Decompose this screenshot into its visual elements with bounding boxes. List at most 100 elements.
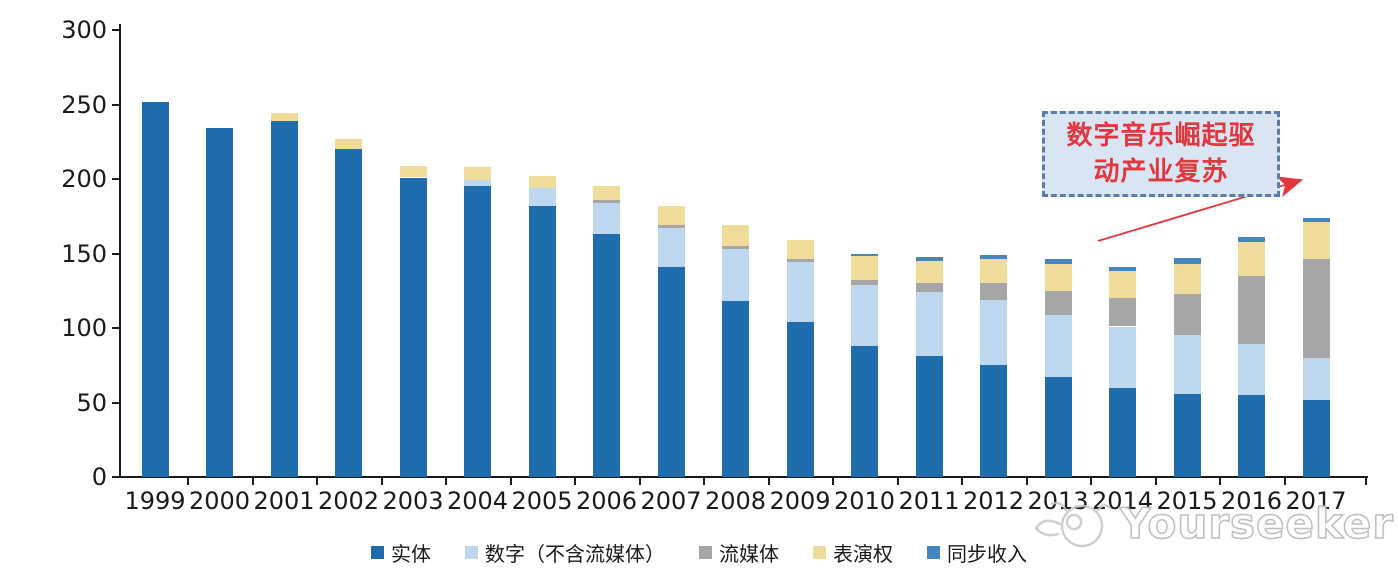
- x-axis-label: 2003: [382, 487, 444, 515]
- y-tick-mark: [112, 252, 120, 255]
- legend: 实体 数字（不含流媒体） 流媒体 表演权 同步收入: [0, 538, 1398, 567]
- y-tick-mark: [112, 103, 120, 106]
- legend-label: 流媒体: [719, 542, 779, 566]
- bar-segment: [593, 234, 620, 477]
- bar-segment: [464, 167, 491, 181]
- x-axis-label: 2005: [511, 487, 573, 515]
- bar-segment: [851, 280, 878, 285]
- x-tick-mark: [187, 478, 190, 485]
- bar-segment: [1302, 259, 1330, 358]
- x-axis-label: 2007: [640, 487, 702, 515]
- bar-segment: [1173, 263, 1201, 294]
- annotation-line-2: 动产业复苏: [1093, 157, 1229, 187]
- x-tick-mark: [251, 478, 254, 485]
- bar-segment: [722, 301, 749, 477]
- legend-item: 实体: [371, 538, 431, 567]
- bar-segment: [1302, 222, 1330, 260]
- x-axis-label: 2000: [188, 487, 251, 515]
- bar-segment: [270, 113, 298, 121]
- bar-segment: [270, 120, 298, 477]
- legend-label: 数字（不含流媒体）: [485, 542, 665, 566]
- x-tick-mark: [961, 478, 964, 485]
- legend-swatch: [813, 546, 826, 559]
- yourseeker-logo-icon: [1034, 501, 1112, 548]
- bar-segment: [1044, 290, 1072, 315]
- x-axis-label: 1999: [124, 487, 186, 515]
- bar-segment: [657, 225, 685, 229]
- bar-segment: [399, 165, 427, 178]
- x-tick-mark: [638, 478, 641, 485]
- legend-swatch: [699, 546, 712, 559]
- bar-segment: [1302, 218, 1330, 223]
- bar-segment: [915, 283, 943, 293]
- y-tick-mark: [112, 476, 120, 478]
- bar-segment: [1044, 314, 1072, 378]
- legend-label: 同步收入: [947, 542, 1027, 566]
- legend-item: 数字（不含流媒体）: [465, 538, 665, 567]
- x-axis-label: 2013: [1027, 487, 1089, 515]
- bar-segment: [915, 260, 943, 284]
- bar-segment: [915, 292, 943, 357]
- bar-segment: [786, 240, 814, 260]
- x-axis-label: 2012: [962, 487, 1025, 515]
- y-tick-label: 0: [91, 463, 107, 491]
- bar-segment: [980, 365, 1007, 477]
- bar-segment: [528, 187, 556, 206]
- x-axis-label: 2008: [704, 487, 767, 515]
- bar-segment: [980, 259, 1007, 284]
- bar-segment: [1173, 393, 1201, 477]
- legend-label: 表演权: [833, 542, 893, 566]
- y-tick-mark: [112, 401, 120, 404]
- legend-swatch: [371, 546, 384, 559]
- bar-segment: [1109, 266, 1136, 272]
- x-tick-mark: [1025, 478, 1028, 485]
- bar-segment: [1044, 263, 1072, 291]
- x-axis-line: [119, 476, 1368, 478]
- x-tick-mark: [509, 478, 512, 485]
- bar-segment: [722, 249, 749, 302]
- x-axis-label: 2017: [1285, 487, 1347, 515]
- x-tick-mark: [316, 478, 319, 485]
- x-tick-mark: [703, 478, 706, 485]
- bar-segment: [335, 149, 362, 477]
- bar-segment: [851, 253, 878, 257]
- bar-segment: [1109, 271, 1136, 299]
- bar-segment: [1238, 275, 1265, 345]
- annotation-box: 数字音乐崛起驱 动产业复苏: [1042, 111, 1280, 197]
- bar-segment: [1238, 395, 1265, 477]
- bar-segment: [141, 101, 169, 477]
- bar-segment: [528, 176, 556, 188]
- legend-item: 同步收入: [927, 538, 1027, 567]
- bar-segment: [1173, 335, 1201, 394]
- x-axis-label: 2002: [317, 487, 380, 515]
- x-axis-label: 2006: [575, 487, 638, 515]
- y-tick-label: 250: [61, 90, 107, 119]
- x-axis-label: 2009: [769, 487, 831, 515]
- bar-segment: [1109, 326, 1136, 388]
- bar-segment: [464, 186, 491, 477]
- watermark-text: Yourseeker: [1119, 498, 1394, 549]
- y-tick-mark: [112, 29, 120, 31]
- bar-segment: [1173, 257, 1201, 264]
- y-tick-label: 150: [61, 239, 107, 268]
- bar-segment: [851, 345, 878, 477]
- x-tick-mark: [1283, 478, 1286, 485]
- bar-segment: [657, 266, 685, 477]
- x-tick-mark: [1365, 478, 1367, 485]
- legend-item: 表演权: [813, 538, 893, 567]
- x-axis-label: 2004: [446, 487, 509, 515]
- bar-segment: [722, 225, 749, 247]
- x-tick-mark: [445, 478, 448, 485]
- x-axis-label: 2001: [253, 487, 315, 515]
- y-tick-mark: [112, 178, 120, 180]
- bar-segment: [851, 256, 878, 281]
- x-tick-mark: [832, 478, 835, 485]
- bar-segment: [786, 322, 814, 477]
- bar-segment: [593, 199, 620, 203]
- bar-segment: [915, 356, 943, 477]
- bar-segment: [980, 254, 1007, 260]
- x-tick-mark: [1154, 478, 1157, 485]
- bar-segment: [1238, 241, 1265, 276]
- bar-segment: [1044, 377, 1072, 477]
- x-tick-mark: [380, 478, 383, 485]
